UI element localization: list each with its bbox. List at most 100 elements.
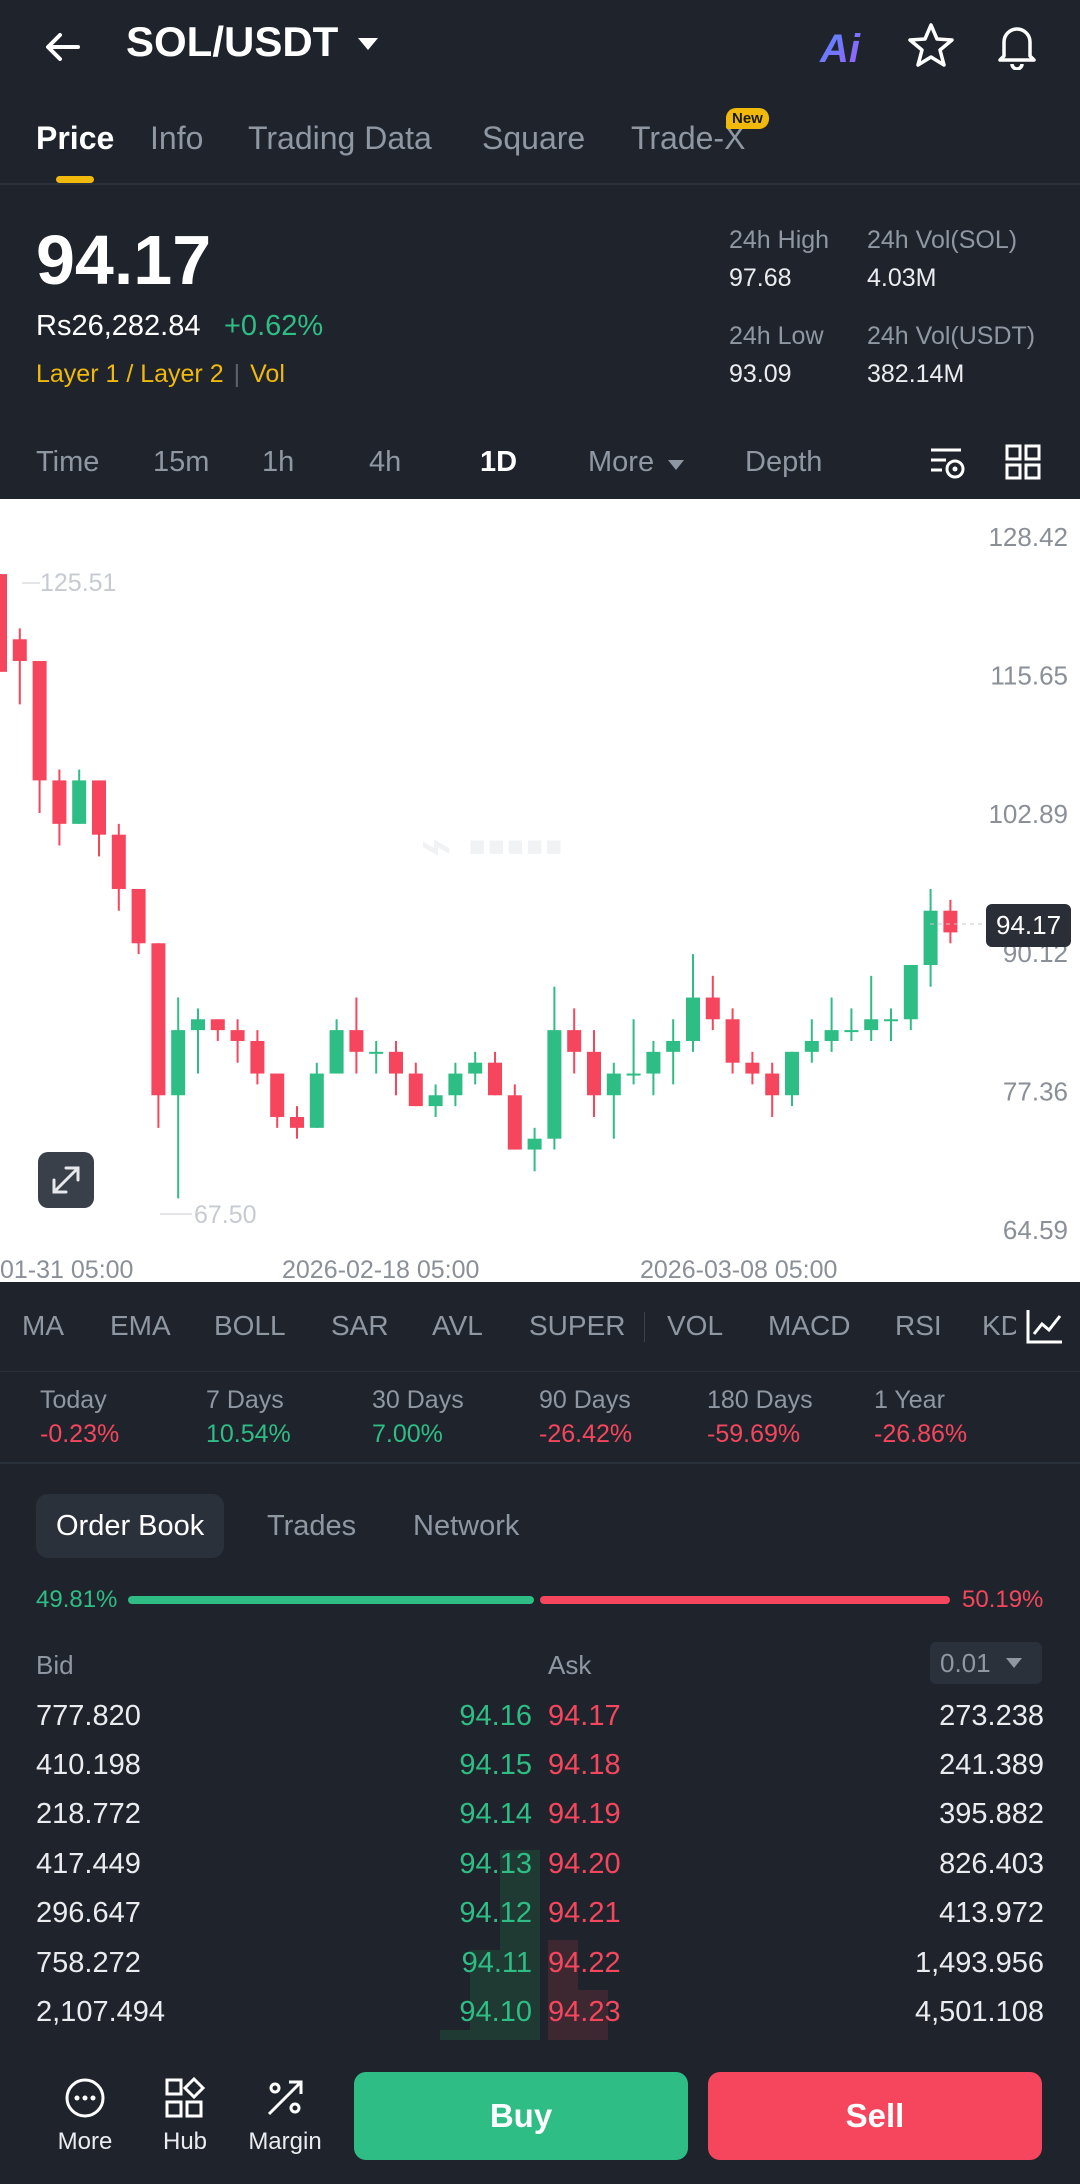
candle [864,975,879,1041]
tag-vol[interactable]: Vol [250,360,285,388]
candle-body [765,1073,780,1096]
candle-body [111,834,126,889]
precision-select[interactable]: 0.01 [930,1642,1042,1684]
tab-order-book[interactable]: Order Book [36,1494,225,1558]
tab-square[interactable]: Square [482,120,586,156]
sell-button[interactable]: Sell [708,2072,1042,2160]
candle-body [408,1073,423,1107]
hub-nav[interactable]: Hub [140,2076,230,2156]
star-icon[interactable] [906,20,956,70]
candle [32,660,47,813]
tag-layer[interactable]: Layer 1 / Layer 2 [36,360,224,388]
candle-body [666,1040,681,1052]
tab-network[interactable]: Network [413,1510,520,1542]
chart-settings-icon[interactable] [928,444,966,482]
grid-layout-icon[interactable] [1005,444,1041,480]
candle [230,1019,245,1063]
candle-body [824,1030,839,1041]
candle [785,1051,799,1107]
candle [587,1030,601,1117]
ask-price: 94.18 [548,1749,621,1781]
candle-body [488,1062,502,1096]
candle-body [646,1051,661,1074]
x-tick-label: 2026-03-08 05:00 [640,1256,837,1282]
y-tick-label: 115.65 [990,661,1068,691]
ask-qty: 413.972 [939,1897,1044,1929]
ind-macd[interactable]: MACD [768,1310,851,1341]
ask-header: Ask [548,1650,592,1680]
orderbook-row[interactable]: 2,107.494 94.10 94.23 4,501.108 [0,1996,1080,2046]
ind-avl[interactable]: AVL [432,1310,483,1341]
candle [72,769,87,824]
orderbook-row[interactable]: 410.198 94.15 94.18 241.389 [0,1749,1080,1799]
tab-trades[interactable]: Trades [267,1510,357,1542]
candlestick-chart[interactable]: ⌁ ▪▪▪▪▪ 128.42115.65102.8990.1277.3664.5… [0,499,1080,1284]
tf-more[interactable]: More [588,446,655,478]
tf-4h[interactable]: 4h [369,446,402,478]
price-chart[interactable]: ⌁ ▪▪▪▪▪ 128.42 115.65 102.89 90.12 77.36 64.5… [0,499,1080,1284]
max-price-label: 125.51 [40,569,116,597]
perf-label: 1 Year [874,1386,945,1414]
ind-kdj[interactable]: KDJ [982,1310,1022,1341]
candle-body [151,943,166,1096]
tab-underline [56,176,94,183]
candle [151,943,166,1128]
tf-1d[interactable]: 1D [480,446,518,478]
candle-body [547,1030,562,1139]
expand-chart-button[interactable] [38,1152,94,1208]
candle-body [448,1073,463,1096]
tab-trading-data[interactable]: Trading Data [248,120,432,156]
caret-down-icon[interactable] [356,36,380,52]
orderbook-row[interactable]: 758.272 94.11 94.22 1,493.956 [0,1947,1080,1997]
indicator-chart-icon[interactable] [1024,1306,1064,1346]
perf-value: -26.86% [874,1420,968,1448]
more-nav[interactable]: More [40,2076,130,2156]
bid-price: 94.14 [459,1798,532,1830]
candle [270,1073,285,1128]
orderbook-row[interactable]: 218.772 94.14 94.19 395.882 [0,1798,1080,1848]
price-change: +0.62% [224,310,324,342]
y-tick-label: 128.42 [988,522,1068,552]
bid-price: 94.16 [459,1700,532,1732]
perf-label: Today [40,1386,107,1414]
ind-super[interactable]: SUPER [529,1310,626,1341]
ind-vol[interactable]: VOL [667,1310,724,1341]
perf-value: 10.54% [206,1420,291,1448]
ind-rsi[interactable]: RSI [895,1310,942,1341]
ind-ma[interactable]: MA [22,1310,64,1341]
tf-15m[interactable]: 15m [153,446,210,478]
orderbook-row[interactable]: 417.449 94.13 94.20 826.403 [0,1848,1080,1898]
ind-ema[interactable]: EMA [110,1310,171,1341]
candle-body [349,1030,364,1052]
ai-assistant-icon[interactable]: Ai [818,24,872,68]
last-price: 94.17 [36,221,212,299]
tab-info[interactable]: Info [150,120,204,156]
indicator-divider [644,1312,645,1342]
tf-depth[interactable]: Depth [745,446,823,478]
ind-sar[interactable]: SAR [331,1310,389,1341]
tab-price[interactable]: Price [36,120,115,156]
candle [884,1008,898,1041]
chart-watermark: ⌁ ▪▪▪▪▪ [420,816,563,876]
hub-icon [165,2076,206,2118]
orderbook-row[interactable]: 777.820 94.16 94.17 273.238 [0,1700,1080,1750]
tf-1h[interactable]: 1h [262,446,295,478]
depth-shading [440,1850,608,2050]
bid-qty: 777.820 [36,1700,141,1732]
candle-body [250,1040,265,1074]
candle [705,975,720,1031]
back-arrow-icon[interactable] [38,22,88,72]
bell-icon[interactable] [992,20,1042,70]
candle [52,769,67,846]
candle [408,1062,423,1107]
orderbook-row[interactable]: 296.647 94.12 94.21 413.972 [0,1897,1080,1947]
ind-boll[interactable]: BOLL [214,1310,286,1341]
perf-label: 30 Days [372,1386,464,1414]
tf-time[interactable]: Time [36,446,100,478]
candle [923,888,938,987]
margin-nav[interactable]: Margin [238,2076,332,2156]
buy-button[interactable]: Buy [354,2072,688,2160]
perf-value: 7.00% [372,1420,443,1448]
candle [369,1040,384,1074]
pair-title[interactable]: SOL/USDT [126,18,339,65]
